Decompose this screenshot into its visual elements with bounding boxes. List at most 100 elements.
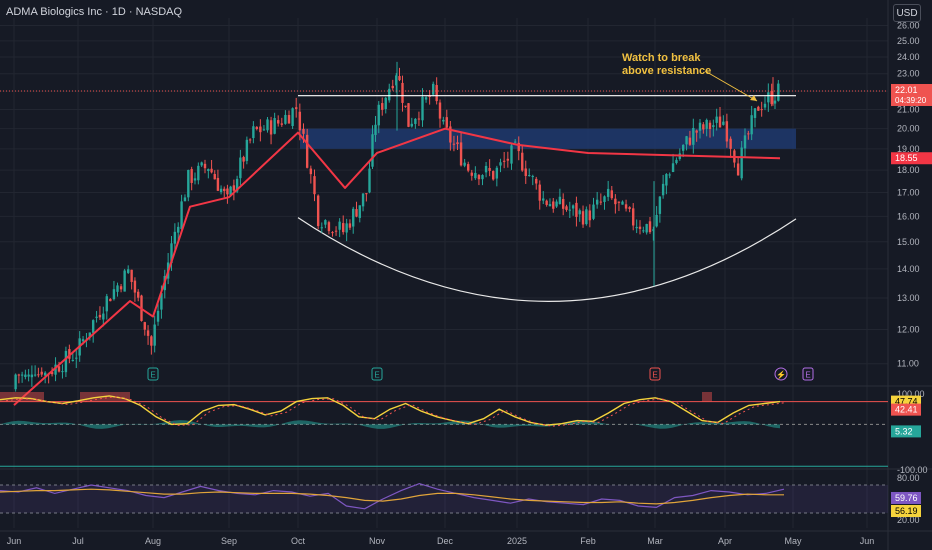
candle-body bbox=[715, 116, 718, 123]
candle-body bbox=[295, 107, 298, 109]
candle bbox=[585, 206, 588, 226]
candle bbox=[712, 119, 715, 137]
stoch-d-line bbox=[5, 396, 787, 427]
candle bbox=[183, 194, 187, 202]
candle-body bbox=[61, 371, 64, 373]
candle-body bbox=[571, 205, 575, 209]
candle bbox=[68, 344, 71, 364]
candle-body bbox=[638, 226, 642, 229]
currency-button[interactable]: USD bbox=[893, 4, 921, 22]
candle bbox=[309, 165, 313, 184]
candle-body bbox=[632, 208, 635, 226]
candle-body bbox=[621, 201, 624, 205]
candle bbox=[361, 193, 365, 212]
candle-body bbox=[545, 200, 548, 205]
candle bbox=[239, 149, 242, 186]
candle bbox=[606, 180, 610, 202]
candle bbox=[127, 265, 130, 275]
candle-body bbox=[506, 158, 510, 161]
candle bbox=[435, 77, 438, 105]
candle-body bbox=[210, 168, 213, 173]
candle-body bbox=[284, 114, 287, 124]
candle-body bbox=[648, 221, 652, 233]
candle-body bbox=[492, 171, 495, 180]
candle bbox=[552, 197, 555, 213]
candle bbox=[395, 73, 398, 93]
earnings-box bbox=[802, 367, 814, 381]
candle-body bbox=[578, 210, 581, 215]
candle-body bbox=[309, 168, 313, 175]
candle bbox=[407, 103, 410, 128]
candle bbox=[37, 367, 40, 378]
candle bbox=[658, 196, 662, 223]
candle-body bbox=[463, 162, 466, 166]
candle bbox=[624, 199, 628, 212]
candle-body bbox=[320, 227, 323, 229]
candle-body bbox=[417, 118, 421, 120]
candle-body bbox=[352, 208, 355, 227]
time-tick-label: May bbox=[784, 536, 802, 546]
candle-body bbox=[193, 178, 197, 181]
candle bbox=[502, 151, 506, 169]
candle-body bbox=[277, 120, 280, 124]
overbought-shade bbox=[702, 392, 712, 402]
candle-body bbox=[64, 350, 68, 373]
price-tick-label: 17.00 bbox=[897, 188, 920, 198]
candle-body bbox=[180, 201, 183, 230]
candle bbox=[595, 191, 599, 209]
candle-body bbox=[342, 223, 345, 233]
candle-body bbox=[105, 296, 108, 312]
candle-body bbox=[207, 169, 210, 172]
candle-body bbox=[14, 374, 17, 390]
candle-body bbox=[595, 199, 599, 205]
candle bbox=[718, 106, 722, 128]
candle-body bbox=[555, 201, 558, 207]
symbol-title[interactable]: ADMA Biologics Inc · 1D · NASDAQ bbox=[6, 6, 183, 18]
candle-body bbox=[410, 123, 413, 127]
candle-body bbox=[688, 137, 692, 145]
candle bbox=[753, 108, 757, 128]
candle-body bbox=[24, 374, 27, 378]
resistance-zone bbox=[300, 128, 796, 149]
candle bbox=[14, 373, 17, 392]
candle bbox=[456, 135, 459, 150]
candle bbox=[467, 161, 470, 173]
candle bbox=[156, 302, 160, 326]
candle bbox=[506, 151, 510, 168]
candle-body bbox=[407, 103, 410, 127]
candle bbox=[200, 161, 203, 168]
candle bbox=[632, 203, 635, 231]
rsi-ma-line bbox=[0, 488, 784, 505]
candle bbox=[617, 201, 621, 212]
candle bbox=[187, 169, 190, 202]
candle bbox=[20, 371, 24, 383]
annotation-line-2: above resistance bbox=[622, 65, 712, 77]
candle-body bbox=[40, 371, 43, 375]
candle-body bbox=[17, 374, 21, 376]
candle bbox=[381, 97, 384, 116]
candle bbox=[760, 101, 763, 117]
rsi-ma-value-tag-bg bbox=[891, 505, 921, 517]
candle bbox=[424, 95, 428, 103]
annotation-text[interactable]: Watch to break above resistance bbox=[622, 52, 711, 78]
candle-body bbox=[153, 324, 156, 346]
candle bbox=[685, 135, 688, 151]
candle-body bbox=[757, 106, 760, 111]
candle-body bbox=[102, 313, 105, 320]
candle-body bbox=[729, 138, 732, 149]
candle bbox=[242, 155, 245, 169]
candle bbox=[635, 219, 638, 234]
candle bbox=[374, 115, 377, 142]
candle-body bbox=[552, 201, 555, 209]
candle bbox=[548, 198, 552, 207]
time-tick-label: Nov bbox=[369, 536, 386, 546]
candle bbox=[438, 99, 442, 128]
candle bbox=[642, 226, 645, 234]
candle bbox=[773, 95, 777, 110]
candle bbox=[645, 223, 648, 235]
candle bbox=[535, 176, 538, 190]
rsi-value-tag: 59.76 bbox=[895, 493, 918, 503]
candle bbox=[750, 105, 753, 141]
